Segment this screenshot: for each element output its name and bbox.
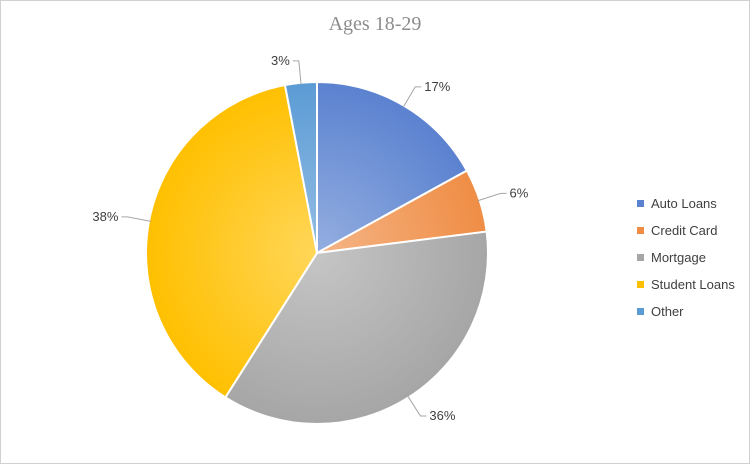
data-label-auto-loans: 17%	[424, 79, 450, 94]
legend-label: Mortgage	[651, 250, 706, 265]
legend-label: Auto Loans	[651, 196, 717, 211]
leader-line	[292, 60, 302, 85]
legend-item-student-loans: Student Loans	[637, 271, 735, 298]
leader-line	[477, 192, 507, 202]
legend-label: Credit Card	[651, 223, 718, 238]
legend-item-credit-card: Credit Card	[637, 217, 735, 244]
legend-swatch	[637, 200, 644, 207]
legend-label: Other	[651, 304, 684, 319]
legend-item-other: Other	[637, 298, 735, 325]
legend-swatch	[637, 254, 644, 261]
chart-title: Ages 18-29	[328, 13, 422, 35]
legend-swatch	[637, 227, 644, 234]
legend-item-auto-loans: Auto Loans	[637, 190, 735, 217]
legend-item-mortgage: Mortgage	[637, 244, 735, 271]
legend-swatch	[637, 308, 644, 315]
data-label-mortgage: 36%	[429, 408, 455, 423]
data-label-credit-card: 6%	[510, 185, 529, 200]
leader-line	[407, 395, 427, 417]
legend: Auto Loans Credit Card Mortgage Student Loa…	[637, 190, 735, 325]
data-label-other: 3%	[271, 53, 290, 68]
data-label-student-loans: 38%	[92, 209, 118, 224]
leader-line	[121, 216, 152, 222]
legend-swatch	[637, 281, 644, 288]
leader-line	[402, 86, 422, 108]
legend-label: Student Loans	[651, 277, 735, 292]
